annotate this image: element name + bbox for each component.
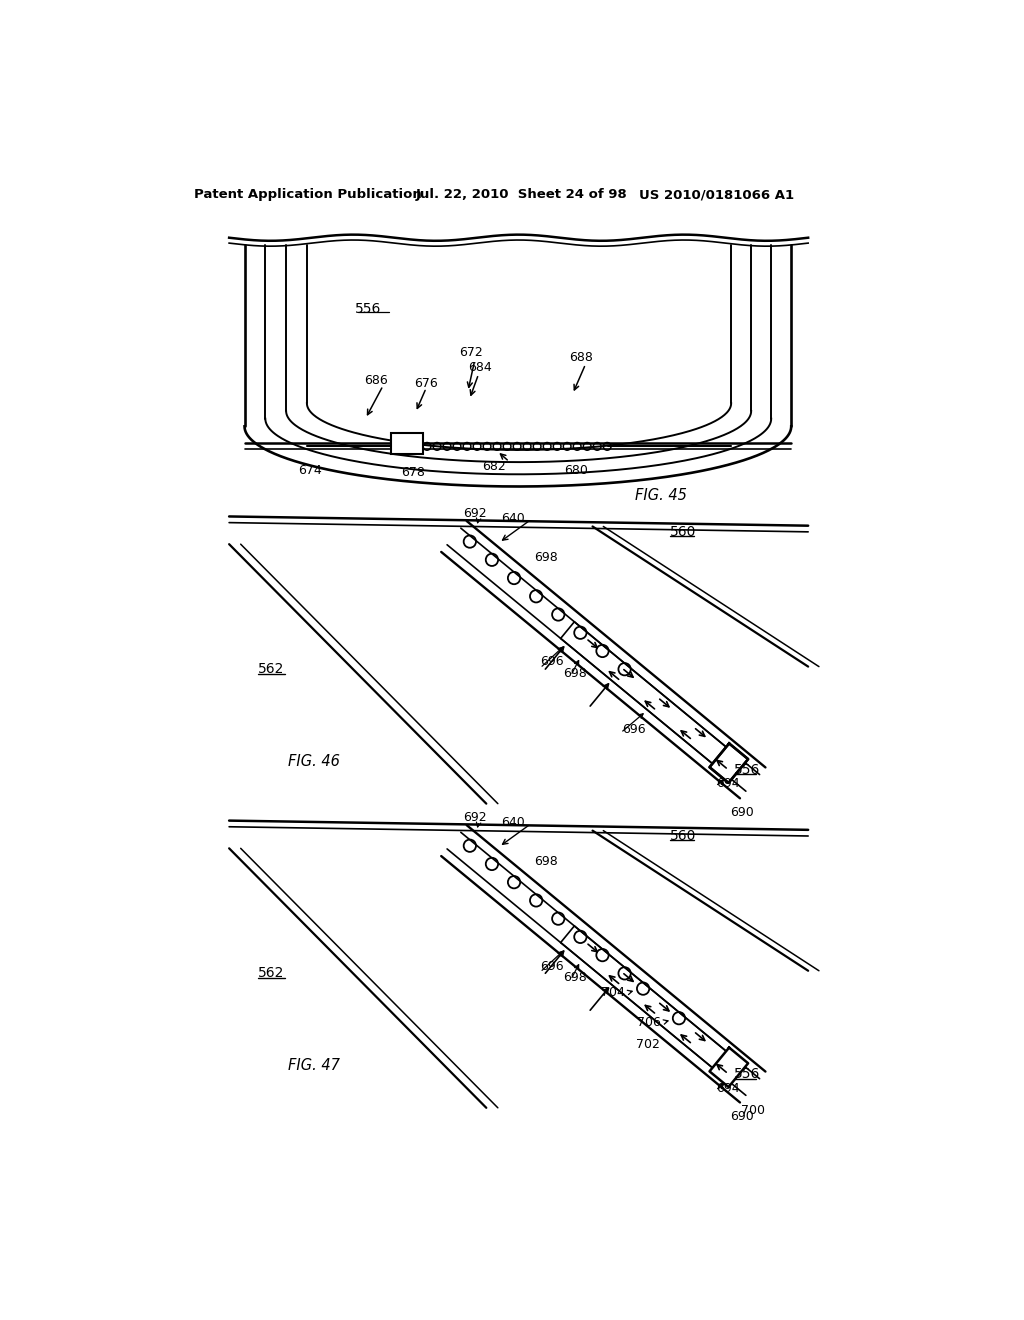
Text: 694: 694 <box>716 777 739 791</box>
Text: 696: 696 <box>623 722 646 735</box>
Text: 692: 692 <box>464 812 487 825</box>
Text: 698: 698 <box>563 667 587 680</box>
Polygon shape <box>710 743 749 783</box>
Text: 682: 682 <box>481 459 506 473</box>
Text: 674: 674 <box>298 463 323 477</box>
Text: 562: 562 <box>258 966 284 979</box>
Text: Jul. 22, 2010  Sheet 24 of 98: Jul. 22, 2010 Sheet 24 of 98 <box>416 187 628 201</box>
Text: 680: 680 <box>564 463 588 477</box>
Text: 700: 700 <box>741 1104 765 1117</box>
Polygon shape <box>710 1048 749 1088</box>
Text: Patent Application Publication: Patent Application Publication <box>194 187 422 201</box>
Text: 694: 694 <box>716 1081 739 1094</box>
Text: 692: 692 <box>464 507 487 520</box>
Bar <box>391 433 423 454</box>
Text: 556: 556 <box>734 1067 761 1081</box>
Text: 690: 690 <box>730 805 754 818</box>
Text: 672: 672 <box>460 346 483 359</box>
Text: FIG. 47: FIG. 47 <box>289 1057 340 1073</box>
Text: 556: 556 <box>355 301 382 315</box>
Text: FIG. 46: FIG. 46 <box>289 754 340 768</box>
Text: 688: 688 <box>569 351 593 363</box>
Text: 560: 560 <box>670 829 696 843</box>
Text: 678: 678 <box>401 466 426 479</box>
Text: 702: 702 <box>636 1039 659 1052</box>
Text: 698: 698 <box>534 855 558 869</box>
Text: 562: 562 <box>258 661 284 676</box>
Text: 696: 696 <box>540 960 563 973</box>
Text: 640: 640 <box>502 816 525 829</box>
Text: 690: 690 <box>730 1110 754 1123</box>
Text: 560: 560 <box>670 525 696 539</box>
Text: US 2010/0181066 A1: US 2010/0181066 A1 <box>639 187 794 201</box>
Text: 686: 686 <box>364 374 388 387</box>
Text: 698: 698 <box>534 550 558 564</box>
Text: 696: 696 <box>540 656 563 668</box>
Text: 676: 676 <box>414 376 437 389</box>
Text: 640: 640 <box>502 512 525 524</box>
Text: FIG. 45: FIG. 45 <box>635 488 687 503</box>
Text: 556: 556 <box>734 763 761 776</box>
Text: 704: 704 <box>601 986 625 999</box>
Text: 684: 684 <box>468 362 492 375</box>
Text: 698: 698 <box>563 972 587 985</box>
Text: 706: 706 <box>637 1015 660 1028</box>
